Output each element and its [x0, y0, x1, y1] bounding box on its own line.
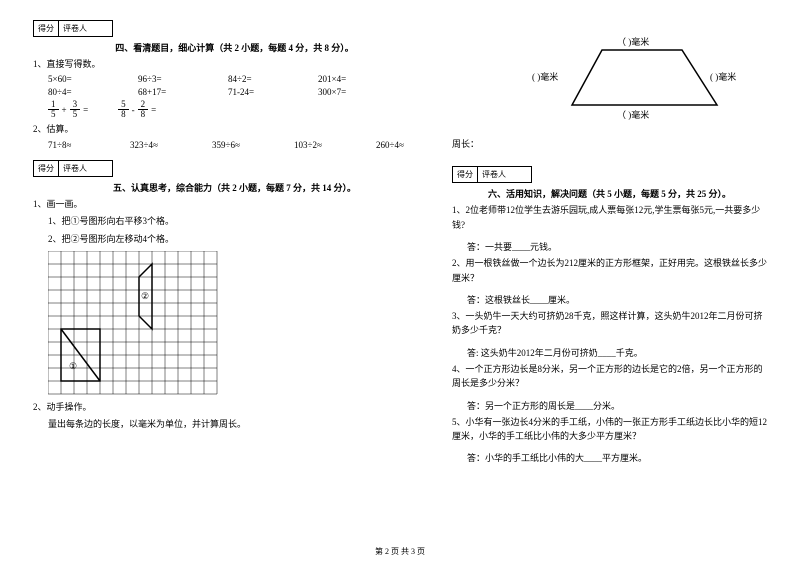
grid-svg: ① ② — [48, 251, 218, 395]
perimeter-label: 周长： — [452, 137, 767, 151]
section-5-title: 五、认真思考，综合能力（共 2 小题，每题 7 分，共 14 分）。 — [33, 181, 436, 194]
calc: 80÷4= — [48, 87, 108, 97]
calc-row-2: 80÷4= 68+17= 71-24= 300×7= — [48, 87, 436, 97]
score-box-5: 得分 评卷人 — [33, 160, 113, 177]
score-box-6: 得分 评卷人 — [452, 166, 532, 183]
q4-2: 2、估算。 — [33, 122, 436, 136]
trapezoid-diagram: （ )毫米 ( )毫米 ( )毫米 （ )毫米 — [532, 35, 767, 127]
q6-4: 4、一个正方形边长是8分米，另一个正方形的边长是它的2倍，另一个正方形的周长是多… — [452, 362, 767, 391]
trapezoid-svg: （ )毫米 ( )毫米 ( )毫米 （ )毫米 — [532, 35, 762, 125]
q6-3: 3、一头奶牛一天大约可挤奶28千克，照这样计算，这头奶牛2012年二月份可挤奶多… — [452, 309, 767, 338]
calc: 84÷2= — [228, 74, 288, 84]
q6-2: 2、用一根铁丝做一个边长为212厘米的正方形框架，正好用完。这根铁丝长多少厘米？ — [452, 256, 767, 285]
svg-text:（ )毫米: （ )毫米 — [617, 109, 649, 120]
a6-4: 答：另一个正方形的周长是____分米。 — [467, 399, 767, 412]
right-column: （ )毫米 ( )毫米 ( )毫米 （ )毫米 周长： 得分 评卷人 六、活用知… — [444, 20, 775, 530]
grader-label: 评卷人 — [59, 161, 91, 176]
grader-label: 评卷人 — [478, 167, 510, 182]
shape-2-label: ② — [141, 291, 149, 301]
q5-1b: 2、把②号图形向左移动4个格。 — [48, 232, 436, 246]
q6-1: 1、2位老师带12位学生去游乐园玩,成人票每张12元,学生票每张5元,一共要多少… — [452, 203, 767, 232]
calc-row-1: 5×60= 96÷3= 84÷2= 201×4= — [48, 74, 436, 84]
section-6-title: 六、活用知识，解决问题（共 5 小题，每题 5 分，共 25 分）。 — [452, 187, 767, 200]
calc: 323÷4≈ — [130, 140, 190, 150]
score-label: 得分 — [34, 161, 59, 176]
calc: 359÷6≈ — [212, 140, 272, 150]
calc: 201×4= — [318, 74, 378, 84]
grader-label: 评卷人 — [59, 21, 91, 36]
page: 得分 评卷人 四、看清题目，细心计算（共 2 小题，每题 4 分，共 8 分）。… — [0, 0, 800, 530]
a6-3: 答: 这头奶牛2012年二月份可挤奶____千克。 — [467, 346, 767, 359]
calc: 71-24= — [228, 87, 288, 97]
q6-5: 5、小华有一张边长4分米的手工纸，小伟的一张正方形手工纸边长比小华的短12厘米，… — [452, 415, 767, 444]
fraction-expr-2: 58 - 28 = — [118, 100, 156, 119]
q5-2desc: 量出每条边的长度，以毫米为单位，并计算周长。 — [48, 417, 436, 431]
grid-diagram: ① ② — [48, 251, 436, 395]
calc: 68+17= — [138, 87, 198, 97]
calc: 5×60= — [48, 74, 108, 84]
calc: 96÷3= — [138, 74, 198, 84]
fraction-expr-1: 15 + 35 = — [48, 100, 88, 119]
page-footer: 第 2 页 共 3 页 — [0, 546, 800, 557]
fraction-row: 15 + 35 = 58 - 28 = — [48, 100, 436, 119]
left-column: 得分 评卷人 四、看清题目，细心计算（共 2 小题，每题 4 分，共 8 分）。… — [25, 20, 444, 530]
a6-5: 答：小华的手工纸比小伟的大____平方厘米。 — [467, 451, 767, 464]
score-label: 得分 — [453, 167, 478, 182]
q5-2: 2、动手操作。 — [33, 400, 436, 414]
shape-1-label: ① — [69, 361, 77, 371]
q5-1: 1、画一画。 — [33, 197, 436, 211]
a6-2: 答：这根铁丝长____厘米。 — [467, 293, 767, 306]
q5-1a: 1、把①号图形向右平移3个格。 — [48, 214, 436, 228]
a6-1: 答：一共要____元钱。 — [467, 240, 767, 253]
q4-1: 1、直接写得数。 — [33, 57, 436, 71]
calc: 300×7= — [318, 87, 378, 97]
estimate-row: 71÷8≈ 323÷4≈ 359÷6≈ 103÷2≈ 260÷4≈ — [48, 140, 436, 150]
svg-text:( )毫米: ( )毫米 — [710, 71, 736, 82]
score-label: 得分 — [34, 21, 59, 36]
svg-text:（ )毫米: （ )毫米 — [617, 36, 649, 47]
calc: 71÷8≈ — [48, 140, 108, 150]
score-box-4: 得分 评卷人 — [33, 20, 113, 37]
svg-text:( )毫米: ( )毫米 — [532, 71, 558, 82]
section-4-title: 四、看清题目，细心计算（共 2 小题，每题 4 分，共 8 分）。 — [33, 41, 436, 54]
calc: 103÷2≈ — [294, 140, 354, 150]
calc: 260÷4≈ — [376, 140, 436, 150]
